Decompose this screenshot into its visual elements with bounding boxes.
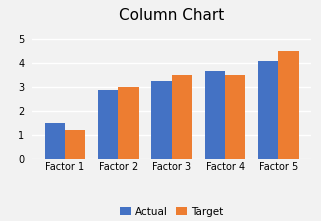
Bar	[45, 123, 65, 159]
Bar	[152, 81, 172, 159]
Legend: Actual, Target: Actual, Target	[120, 207, 223, 217]
Bar	[205, 71, 225, 159]
Bar	[172, 75, 192, 159]
Bar	[98, 90, 118, 159]
Bar	[65, 130, 85, 159]
Bar	[225, 75, 245, 159]
Title: Column Chart: Column Chart	[119, 8, 224, 23]
Bar	[278, 51, 299, 159]
Bar	[118, 87, 139, 159]
Bar	[258, 61, 278, 159]
